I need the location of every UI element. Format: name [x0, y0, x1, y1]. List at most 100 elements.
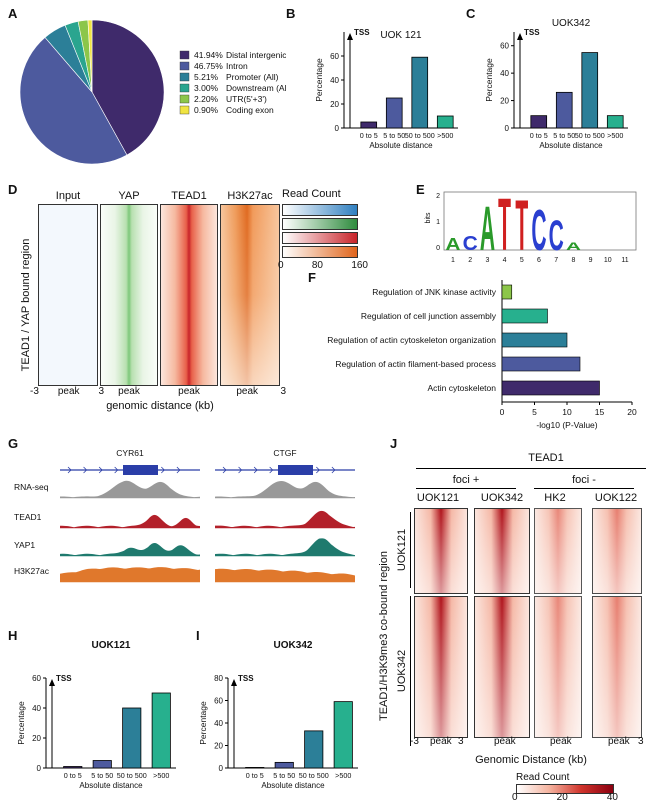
y-tick-label: 80 — [214, 674, 223, 683]
y-axis-label: Percentage — [198, 701, 208, 745]
gene-exon-0 — [123, 465, 158, 475]
y-tick-label: 40 — [32, 704, 41, 713]
row-group-uok342: UOK342 — [396, 649, 408, 693]
gene-arrow — [176, 466, 181, 474]
bar-3 — [333, 701, 353, 769]
f-x-tick-label-0: 0 — [500, 407, 505, 417]
gene-arrow — [253, 466, 258, 474]
col-title-input: Input — [55, 190, 81, 202]
y-tick-label: 60 — [500, 42, 509, 51]
x-tick-label-3: >500 — [607, 131, 623, 140]
track-signal-2-1 — [215, 538, 355, 556]
tss-label: TSS — [524, 28, 540, 37]
chart-title: UOK342 — [274, 640, 313, 651]
x-tick-label-0: 0 to 5 — [64, 771, 82, 780]
x-axis-label: Absolute distance — [261, 781, 325, 790]
legend-label-5: Coding exon — [226, 105, 274, 115]
bar-0 — [530, 115, 548, 129]
title-j: TEAD1 — [528, 452, 564, 464]
legend-pct-5: 0.90% — [194, 105, 219, 115]
legend-pct-1: 46.75% — [194, 61, 223, 71]
legend-pct-0: 41.94% — [194, 50, 223, 60]
heatmap-j-r0-c0 — [414, 508, 468, 594]
track-signal-0-0 — [60, 480, 200, 498]
logo-pos-3: 4 — [503, 257, 507, 264]
track-signal-3-1 — [215, 568, 355, 582]
legend-label-2: Promoter (All) — [226, 72, 279, 82]
f-bar-3 — [501, 356, 581, 372]
bar-3 — [151, 692, 171, 769]
legend-label-0: Distal intergenic — [226, 50, 286, 60]
y-tick-label: 40 — [214, 719, 223, 728]
x-tick-label-0: 0 to 5 — [530, 131, 548, 140]
bar-2 — [411, 56, 429, 129]
tss-arrow-head — [347, 33, 353, 40]
heatmap-j-r1-c2 — [534, 596, 582, 738]
x-tick-label-2: 50 to 500 — [405, 131, 435, 140]
gene-arrow — [145, 466, 150, 474]
go-enrichment-chart: 0 5 10 15 20 -log10 (P-Value) Regulation of JN… — [327, 280, 637, 430]
y-axis-label: Percentage — [484, 58, 494, 102]
row-label-j: TEAD1/H3K9me3 co-bound region — [378, 551, 390, 721]
x-tick-label-0: 0 to 5 — [360, 131, 378, 140]
f-bar-4 — [501, 380, 600, 396]
legend-label-4: UTR(5'+3') — [226, 94, 267, 104]
legend-title-j: Read Count — [516, 772, 570, 783]
col-title-yap: YAP — [118, 190, 140, 202]
bar-chart-uok121-bottom: UOK121 0 20 40 60 Percentage TSS 0 to 5 5 to 50 5… — [16, 640, 176, 790]
heatmap-j-r0-c1 — [474, 508, 530, 594]
y-tick-label: 60 — [330, 52, 339, 61]
x-tick-label-2: 50 to 500 — [117, 771, 147, 780]
bar-0 — [360, 121, 378, 129]
panel-label-c: C — [466, 6, 476, 21]
f-x-tick-label-1: 5 — [532, 407, 537, 417]
pie-slice-5 — [87, 19, 93, 93]
bar-0 — [245, 767, 265, 769]
bar-1 — [274, 761, 294, 769]
bar-2 — [122, 707, 142, 769]
panel-label-g: G — [8, 436, 19, 451]
panel-label-b: B — [286, 6, 296, 21]
gene-arrow — [300, 466, 305, 474]
tss-arrow-head — [231, 679, 237, 686]
col-title-j-uok121: UOK121 — [416, 492, 460, 504]
group-neg-line — [534, 488, 634, 489]
x-tick-label-1: 5 to 50 — [383, 131, 405, 140]
logo-y-label: bits — [425, 212, 432, 223]
track-label-2: YAP1 — [14, 540, 35, 550]
logo-letter-2: A — [480, 194, 495, 264]
x-tick-label-1: 5 to 50 — [273, 771, 295, 780]
legend-bar-yap — [282, 218, 358, 230]
bar-1 — [92, 760, 112, 769]
x-tick-label-2: 50 to 500 — [575, 131, 605, 140]
f-x-label: -log10 (P-Value) — [536, 420, 597, 430]
heatmap-j-r1-c1 — [474, 596, 530, 738]
genome-tracks: CYR61 CTGF RNA-seq TEAD1 YAP1 H3K27ac — [14, 448, 355, 583]
legend-pct-3: 3.00% — [194, 83, 219, 93]
logo-pos-1: 2 — [468, 257, 472, 264]
xticks-tead1: peak — [178, 386, 200, 397]
x-tick-label-2: 50 to 500 — [299, 771, 329, 780]
x-axis-label: Absolute distance — [79, 781, 143, 790]
heatmap-j-r1-c3 — [592, 596, 642, 738]
row-group-uok121: UOK121 — [396, 528, 408, 572]
f-x-tick-label-4: 20 — [627, 407, 637, 417]
row-group-line-1 — [410, 512, 411, 588]
col-title-j-uok122: UOK122 — [594, 492, 638, 504]
logo-letter-7: A — [566, 240, 581, 253]
logo-y-tick-1: 1 — [436, 219, 440, 226]
xticks-input: -3 peak 3 — [30, 386, 104, 397]
y-tick-label: 20 — [330, 100, 339, 109]
f-bar-1 — [501, 308, 548, 324]
track-signal-2-0 — [60, 542, 200, 556]
track-label-3: H3K27ac — [14, 566, 50, 576]
col-title-j-hk2: HK2 — [544, 492, 566, 504]
heatmap-yap — [100, 204, 158, 386]
heatmap-j-r0-c2 — [534, 508, 582, 594]
x-tick-label-3: >500 — [437, 131, 453, 140]
pie-slice-0 — [91, 19, 165, 156]
row-group-line-2 — [410, 596, 411, 746]
gene-arrow — [284, 466, 289, 474]
track-label-0: RNA-seq — [14, 482, 49, 492]
